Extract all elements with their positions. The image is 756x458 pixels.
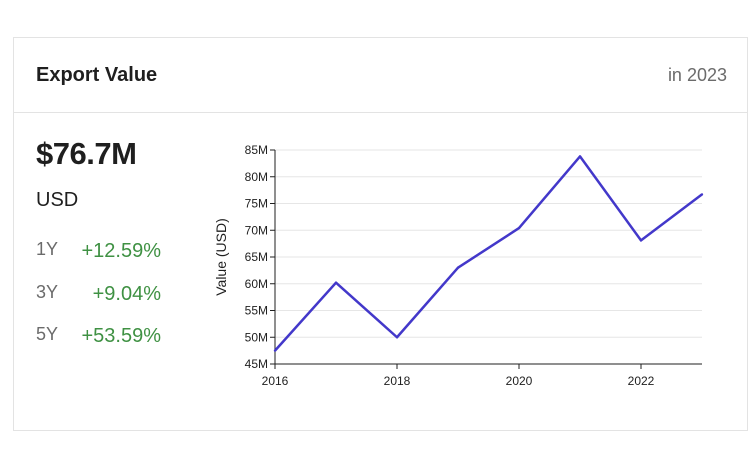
y-tick-label: 85M [245, 143, 268, 157]
export-value-card: Export Value in 2023 $76.7M USD 1Y +12.5… [13, 37, 748, 431]
change-row-3y: 3Y +9.04% [36, 282, 161, 308]
x-tick-label: 2016 [262, 374, 289, 388]
data-point [396, 336, 398, 338]
x-tick-label: 2018 [384, 374, 411, 388]
data-point [701, 193, 703, 195]
y-tick-label: 70M [245, 223, 268, 237]
data-point [579, 155, 581, 157]
data-point [640, 239, 642, 241]
card-period: in 2023 [668, 65, 727, 86]
data-point [457, 267, 459, 269]
series [274, 155, 703, 352]
export-value: $76.7M [36, 136, 136, 172]
change-row-1y: 1Y +12.59% [36, 239, 161, 265]
currency-label: USD [36, 189, 78, 212]
x-axis-ticks: 2016 2018 2020 2022 [262, 364, 655, 388]
y-tick-label: 50M [245, 330, 268, 344]
change-period: 3Y [36, 282, 58, 303]
change-value: +12.59% [81, 240, 161, 263]
y-tick-label: 80M [245, 170, 268, 184]
y-tick-label: 75M [245, 197, 268, 211]
data-point [274, 349, 276, 351]
data-point [518, 227, 520, 229]
change-period: 5Y [36, 324, 58, 345]
change-period: 1Y [36, 239, 58, 260]
data-point [335, 281, 337, 283]
change-value: +9.04% [93, 283, 161, 306]
gridlines [275, 150, 702, 364]
y-axis-title: Value (USD) [213, 218, 229, 296]
x-tick-label: 2022 [628, 374, 655, 388]
export-value-line-chart: 45M 50M 55M 60M 65M 70M 75M 80M 85M 2016 2018 2020… [209, 138, 749, 428]
series-line [275, 156, 702, 350]
y-tick-label: 60M [245, 277, 268, 291]
card-header: Export Value in 2023 [14, 38, 747, 113]
y-tick-label: 55M [245, 304, 268, 318]
x-tick-label: 2020 [506, 374, 533, 388]
change-value: +53.59% [81, 325, 161, 348]
card-title: Export Value [36, 64, 157, 87]
change-row-5y: 5Y +53.59% [36, 324, 161, 350]
y-tick-label: 45M [245, 357, 268, 371]
y-axis-ticks: 45M 50M 55M 60M 65M 70M 75M 80M 85M [245, 143, 275, 371]
y-tick-label: 65M [245, 250, 268, 264]
